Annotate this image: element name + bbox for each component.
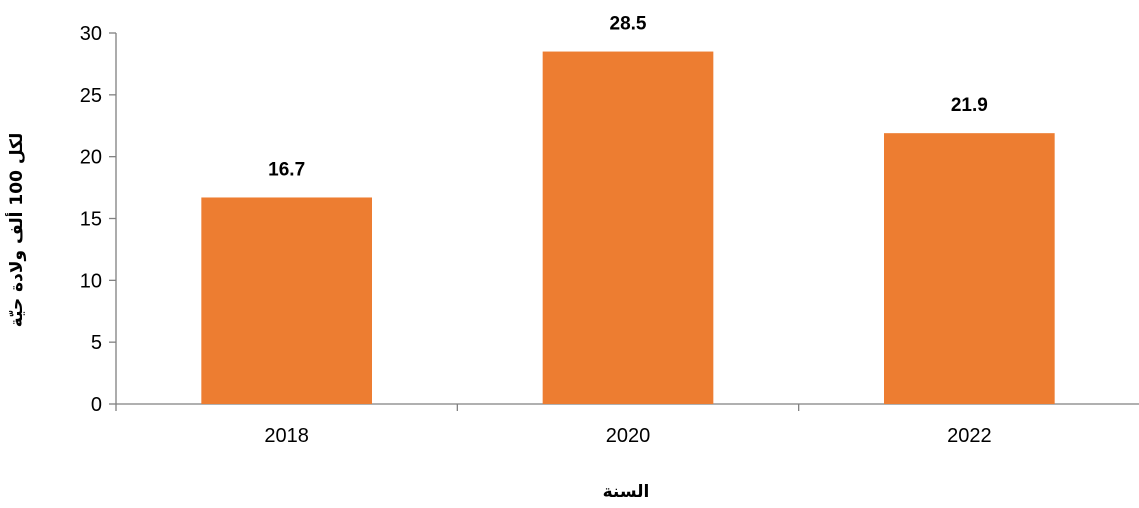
bar-2018 [201,197,372,404]
data-label-2020: 28.5 [610,14,647,35]
y-tick-label: 30 [80,23,102,45]
x-tick-label: 2022 [947,425,992,447]
y-tick-label: 10 [80,270,102,292]
y-tick-label: 5 [91,332,102,354]
bar-2022 [884,133,1055,405]
x-tick-label: 2018 [264,425,309,447]
y-tick-label: 15 [80,209,102,231]
x-axis-title: السنة [603,482,650,502]
bar-2020 [542,51,714,405]
data-labels: 16.7 28.5 21.9 [268,14,988,181]
data-label-2022: 21.9 [951,95,988,116]
y-tick-label: 0 [91,394,102,416]
x-tick-label: 2020 [606,425,651,447]
bars [201,51,1055,405]
data-label-2018: 16.7 [268,159,305,180]
y-tick-label: 25 [80,85,102,107]
y-axis-title: لكل 100 ألف ولادة حيّة [5,133,27,328]
y-tick-label: 20 [80,147,102,169]
